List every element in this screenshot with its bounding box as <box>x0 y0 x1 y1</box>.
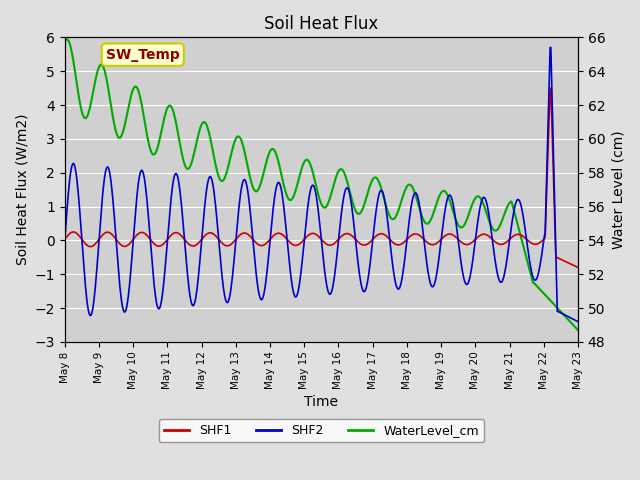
Legend: SHF1, SHF2, WaterLevel_cm: SHF1, SHF2, WaterLevel_cm <box>159 419 484 442</box>
Text: SW_Temp: SW_Temp <box>106 48 180 61</box>
Title: Soil Heat Flux: Soil Heat Flux <box>264 15 378 33</box>
Y-axis label: Water Level (cm): Water Level (cm) <box>611 130 625 249</box>
Y-axis label: Soil Heat Flux (W/m2): Soil Heat Flux (W/m2) <box>15 114 29 265</box>
X-axis label: Time: Time <box>305 395 339 409</box>
